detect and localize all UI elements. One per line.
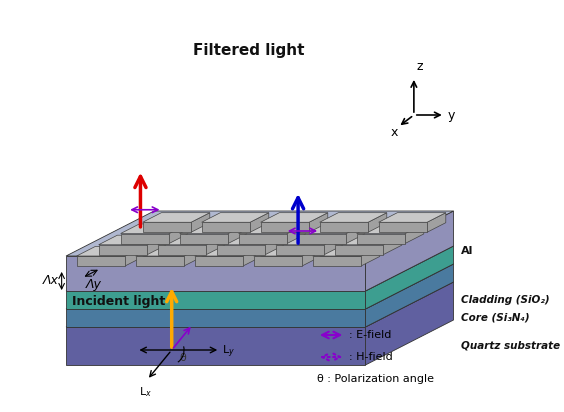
Polygon shape [202,213,269,222]
Polygon shape [125,246,144,266]
Text: x: x [391,126,398,138]
Polygon shape [356,234,405,243]
Text: θ: θ [179,353,186,363]
Polygon shape [217,245,265,255]
Polygon shape [180,234,228,243]
Polygon shape [298,224,365,234]
Polygon shape [99,245,147,255]
Polygon shape [157,245,206,255]
Polygon shape [77,256,125,266]
Polygon shape [239,234,287,243]
Polygon shape [378,222,427,232]
Polygon shape [298,234,346,243]
Polygon shape [312,256,361,266]
Polygon shape [217,235,284,245]
Polygon shape [228,224,247,243]
Text: z: z [417,60,423,73]
Polygon shape [135,246,202,256]
Polygon shape [334,245,383,255]
Text: θ : Polarization angle: θ : Polarization angle [317,374,434,384]
Polygon shape [239,224,306,234]
Polygon shape [191,213,210,232]
Polygon shape [365,282,453,365]
Polygon shape [147,235,166,255]
Text: Incident light: Incident light [72,295,165,308]
Polygon shape [254,256,302,266]
Text: : E-field: : E-field [349,330,391,340]
Polygon shape [383,235,402,255]
Polygon shape [66,256,365,291]
Polygon shape [276,235,343,245]
Polygon shape [99,235,166,245]
Text: Core (Si₃N₄): Core (Si₃N₄) [461,313,529,323]
Polygon shape [66,282,453,327]
Polygon shape [365,246,453,309]
Polygon shape [157,235,225,245]
Polygon shape [77,246,144,256]
Polygon shape [195,246,262,256]
Polygon shape [365,211,453,291]
Polygon shape [324,235,343,255]
Text: Λy: Λy [86,278,102,291]
Polygon shape [250,213,269,232]
Polygon shape [265,235,284,255]
Polygon shape [66,246,453,291]
Polygon shape [202,222,250,232]
Polygon shape [302,246,321,266]
Polygon shape [261,213,328,222]
Polygon shape [320,222,368,232]
Polygon shape [287,224,306,243]
Polygon shape [309,213,328,232]
Polygon shape [135,256,184,266]
Polygon shape [121,234,169,243]
Text: y: y [447,108,455,122]
Polygon shape [368,213,387,232]
Polygon shape [405,224,424,243]
Polygon shape [66,264,453,309]
Text: L$_y$: L$_y$ [222,344,235,360]
Polygon shape [66,327,365,365]
Polygon shape [361,246,380,266]
Polygon shape [356,224,424,234]
Polygon shape [184,246,202,266]
Text: Al: Al [461,246,473,256]
Polygon shape [121,224,188,234]
Polygon shape [320,213,387,222]
Polygon shape [169,224,188,243]
Text: Quartz substrate: Quartz substrate [461,341,559,351]
Polygon shape [378,213,446,222]
Text: Filtered light: Filtered light [192,42,304,58]
Polygon shape [261,222,309,232]
Polygon shape [346,224,365,243]
Polygon shape [334,235,402,245]
Polygon shape [66,309,365,327]
Polygon shape [66,291,365,309]
Polygon shape [427,213,446,232]
Text: : H-field: : H-field [349,352,393,362]
Polygon shape [195,256,243,266]
Polygon shape [254,246,321,256]
Text: Λx: Λx [43,274,59,288]
Polygon shape [276,245,324,255]
Polygon shape [243,246,262,266]
Polygon shape [365,264,453,327]
Polygon shape [143,213,210,222]
Polygon shape [312,246,380,256]
Polygon shape [66,211,453,256]
Polygon shape [180,224,247,234]
Text: L$_x$: L$_x$ [139,385,152,399]
Polygon shape [143,222,191,232]
Polygon shape [206,235,225,255]
Text: Cladding (SiO₂): Cladding (SiO₂) [461,295,549,305]
